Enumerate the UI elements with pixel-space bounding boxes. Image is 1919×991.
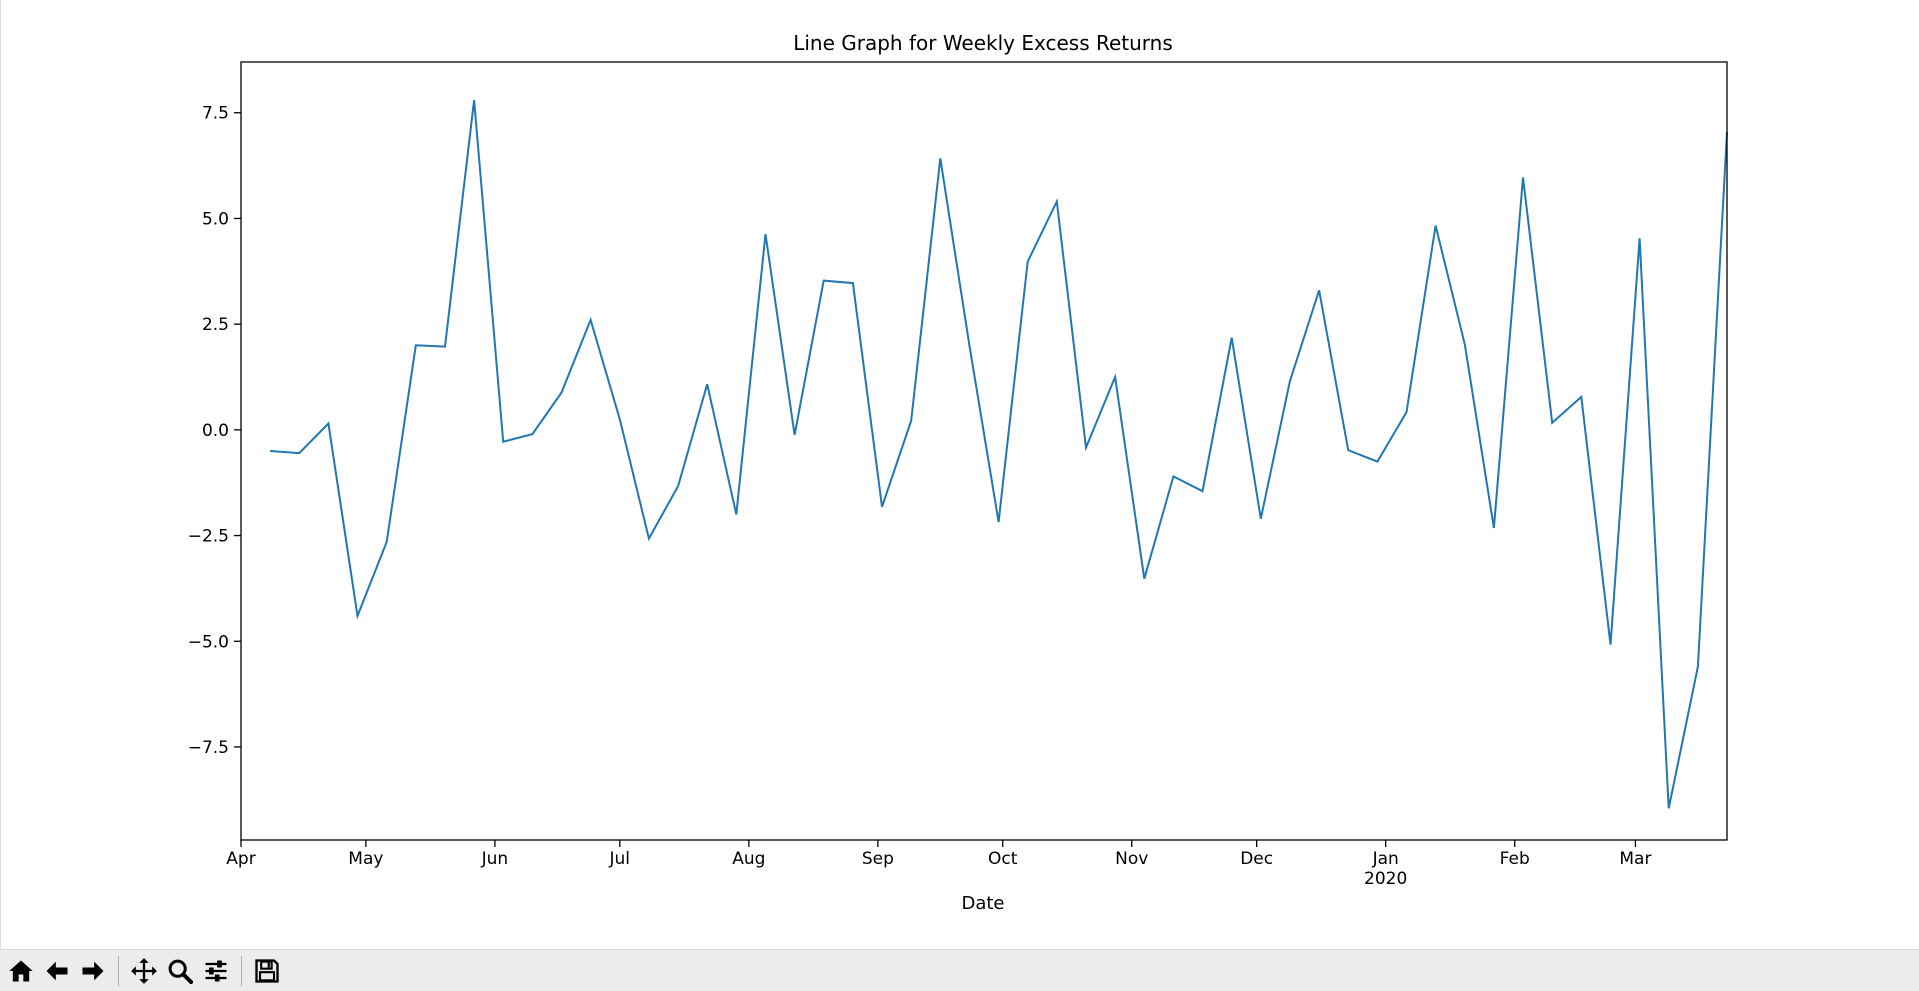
forward-button[interactable] xyxy=(76,954,110,988)
back-button[interactable] xyxy=(40,954,74,988)
y-tick-label: 7.5 xyxy=(202,104,229,124)
x-tick-label: Oct xyxy=(988,849,1018,869)
y-tick-label: −5.0 xyxy=(188,632,229,652)
configure-subplots-button[interactable] xyxy=(199,954,233,988)
plot-frame xyxy=(240,61,1728,841)
toolbar-separator xyxy=(118,955,119,986)
y-tick-label: 2.5 xyxy=(202,315,229,335)
arrow-right-icon xyxy=(82,961,104,980)
x-tick-label: Jan xyxy=(1372,849,1399,869)
x-tick-label: Dec xyxy=(1240,849,1273,869)
x-tick-label: Feb xyxy=(1500,849,1530,869)
arrow-left-icon xyxy=(46,961,68,980)
x-tick-label: Aug xyxy=(732,849,765,869)
home-icon xyxy=(9,960,33,981)
x-tick-sublabel: 2020 xyxy=(1364,869,1407,889)
floppy-disk-icon xyxy=(255,958,279,983)
home-button[interactable] xyxy=(4,954,38,988)
x-tick-label: Apr xyxy=(226,849,255,869)
x-tick-label: May xyxy=(348,849,383,869)
x-tick-label: Nov xyxy=(1115,849,1148,869)
x-tick-label: Mar xyxy=(1619,849,1651,869)
y-tick-label: −2.5 xyxy=(188,527,229,547)
save-button[interactable] xyxy=(250,954,284,988)
sliders-icon xyxy=(205,960,227,981)
pan-button[interactable] xyxy=(127,954,161,988)
x-axis-label: Date xyxy=(961,893,1004,914)
y-tick-label: −7.5 xyxy=(188,738,229,758)
move-icon xyxy=(131,957,157,984)
y-tick-label: 0.0 xyxy=(202,421,229,441)
plot-series xyxy=(270,99,1728,809)
y-axis: 7.5 5.0 2.5 0.0 −2.5 −5.0 −7.5 xyxy=(188,104,241,758)
toolbar-separator xyxy=(241,955,242,986)
chart-title: Line Graph for Weekly Excess Returns xyxy=(793,31,1173,55)
x-tick-label: Jun xyxy=(481,849,509,869)
magnifier-icon xyxy=(168,959,194,984)
x-tick-label: Sep xyxy=(862,849,894,869)
chart-figure: Line Graph for Weekly Excess Returns 7.5… xyxy=(0,0,1728,949)
x-tick-label: Jul xyxy=(609,849,631,869)
series-line xyxy=(270,99,1728,809)
zoom-button[interactable] xyxy=(163,954,197,988)
y-tick-label: 5.0 xyxy=(202,209,229,229)
navigation-toolbar xyxy=(0,949,1919,991)
